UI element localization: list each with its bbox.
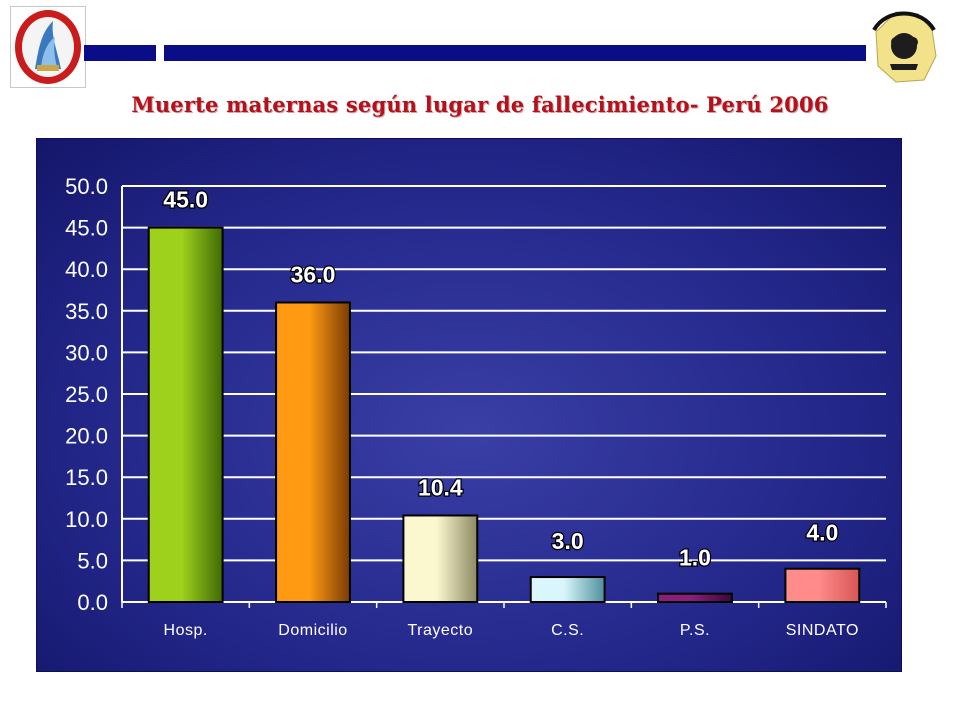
axes: 0.0 5.0 10.0 15.0 20.0 25.0 30.0 35.0 40.0 45.0 50… xyxy=(65,174,887,639)
data-label: 1.0 xyxy=(679,545,711,571)
y-tick-label: 25.0 xyxy=(65,382,108,407)
data-label: 10.4 xyxy=(418,474,463,500)
x-tick-label: SINDATO xyxy=(786,622,859,639)
bar-sindato xyxy=(784,567,861,603)
y-tick-label: 35.0 xyxy=(65,299,108,324)
gridlines xyxy=(122,185,886,603)
logo-right xyxy=(866,4,942,86)
data-label: 45.0 xyxy=(163,187,208,213)
data-label: 3.0 xyxy=(552,528,584,554)
logo-left xyxy=(10,6,86,88)
y-tick-label: 0.0 xyxy=(77,590,108,615)
data-label: 36.0 xyxy=(291,261,336,287)
header-bar-long xyxy=(164,45,872,61)
bar-ps xyxy=(657,592,733,603)
chart-panel: 0.0 5.0 10.0 15.0 20.0 25.0 30.0 35.0 40.0 45.0 50… xyxy=(36,138,902,672)
bar-chart: 0.0 5.0 10.0 15.0 20.0 25.0 30.0 35.0 40.0 45.0 50… xyxy=(65,174,887,639)
y-tick-label: 5.0 xyxy=(77,548,108,573)
y-tick-label: 50.0 xyxy=(65,174,108,199)
bar-trayecto xyxy=(402,514,479,603)
x-tick-label: Domicilio xyxy=(278,622,347,639)
y-tick-label: 40.0 xyxy=(65,257,108,282)
x-tick-label: Trayecto xyxy=(408,622,474,639)
y-tick-label: 30.0 xyxy=(65,340,108,365)
bars xyxy=(147,226,861,604)
header-bar-short xyxy=(84,45,156,61)
data-labels: 45.0 36.0 10.4 3.0 1.0 4.0 xyxy=(162,185,840,572)
x-tick-label: P.S. xyxy=(680,622,710,639)
y-tick-label: 20.0 xyxy=(65,424,108,449)
direccion-regional-salud-emblem-icon xyxy=(872,11,937,83)
bar-cs xyxy=(529,576,606,604)
data-label: 4.0 xyxy=(806,520,838,546)
gobierno-regional-seal-icon xyxy=(15,10,81,84)
page-title: Muerte maternas según lugar de fallecimi… xyxy=(131,92,829,117)
y-tick-label: 10.0 xyxy=(65,507,108,532)
bar-hosp xyxy=(147,226,224,603)
y-tick-label: 45.0 xyxy=(65,216,108,241)
y-tick-label: 15.0 xyxy=(65,465,108,490)
bar-domicilio xyxy=(275,301,351,603)
x-tick-label: Hosp. xyxy=(164,622,208,639)
x-tick-label: C.S. xyxy=(551,622,584,639)
